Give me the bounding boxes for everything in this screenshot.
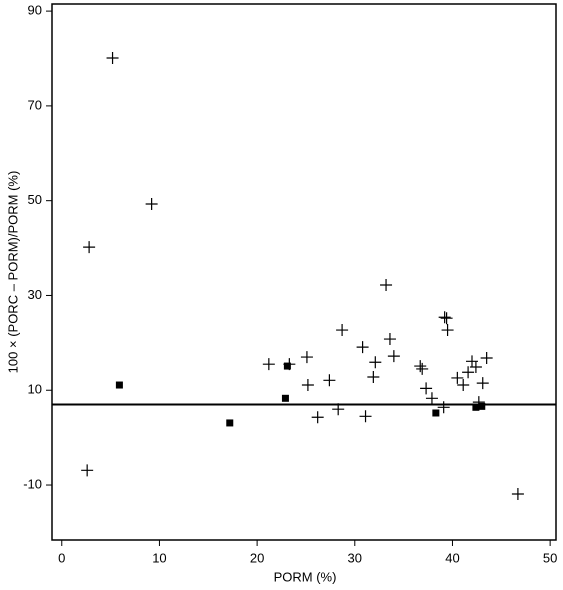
- y-axis-label: 100 × (PORC – PORM)/PORM (%): [5, 171, 20, 374]
- point: [476, 377, 489, 390]
- point: [480, 352, 493, 365]
- point: [226, 419, 234, 427]
- y-tick-label: 30: [28, 287, 42, 302]
- point: [356, 341, 369, 354]
- y-tick-label: -10: [23, 476, 42, 491]
- point: [383, 333, 396, 346]
- x-tick-label: 50: [543, 550, 557, 565]
- point: [283, 362, 291, 370]
- point: [106, 52, 119, 65]
- point: [511, 488, 524, 501]
- point: [478, 402, 486, 410]
- point: [432, 409, 440, 417]
- x-tick-label: 20: [250, 550, 264, 565]
- point: [414, 360, 427, 373]
- point: [301, 379, 314, 392]
- point: [83, 241, 96, 254]
- y-tick-label: 10: [28, 382, 42, 397]
- point: [462, 366, 475, 379]
- point: [420, 382, 433, 395]
- point: [416, 362, 429, 375]
- y-tick-label: 70: [28, 97, 42, 112]
- point: [323, 374, 336, 387]
- point: [380, 279, 393, 292]
- point: [336, 324, 349, 337]
- plot-frame: [51, 3, 557, 541]
- point: [367, 370, 380, 383]
- y-tick-label: 90: [28, 3, 42, 18]
- point: [332, 403, 345, 416]
- point: [469, 361, 482, 374]
- point: [300, 351, 313, 364]
- point: [451, 371, 464, 384]
- point: [472, 403, 480, 411]
- x-tick-label: 40: [445, 550, 459, 565]
- x-tick-label: 10: [152, 550, 166, 565]
- point: [359, 410, 372, 423]
- point: [438, 311, 451, 324]
- point: [437, 401, 450, 414]
- point: [81, 464, 94, 477]
- x-tick-label: 0: [58, 550, 65, 565]
- point: [369, 356, 382, 369]
- point: [457, 379, 470, 392]
- point: [440, 312, 453, 325]
- point: [281, 394, 289, 402]
- point: [387, 350, 400, 363]
- y-tick-label: 50: [28, 192, 42, 207]
- point: [262, 358, 275, 371]
- x-tick-label: 30: [348, 550, 362, 565]
- point: [441, 324, 454, 337]
- x-axis-label: PORM (%): [274, 569, 337, 584]
- point: [115, 381, 123, 389]
- point: [425, 392, 438, 405]
- point: [145, 197, 158, 210]
- point: [311, 411, 324, 424]
